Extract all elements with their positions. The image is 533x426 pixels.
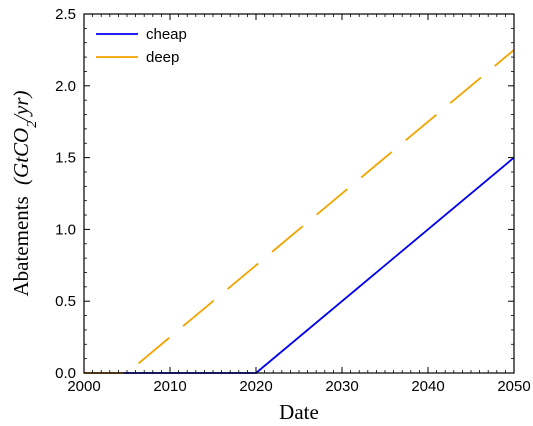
- y-axis-label: Abatements (GtCO2/yr): [9, 90, 40, 296]
- x-tick-label: 2010: [153, 378, 186, 395]
- x-tick-label: 2050: [497, 378, 530, 395]
- y-tick-label: 1.5: [55, 150, 76, 167]
- series-layer: [84, 49, 515, 374]
- y-tick-label: 2.0: [55, 78, 76, 95]
- y-axis-label-text: Abatements: [9, 196, 33, 296]
- legend-label-deep: deep: [146, 49, 179, 66]
- y-tick-label: 2.5: [55, 6, 76, 23]
- x-tick-label: 2040: [411, 378, 444, 395]
- plot-frame: [83, 13, 515, 374]
- ticks-layer: 2000 2010 2020 2030 2040 2050 0.0 0.5 1.0 1.5 2.0 2…: [55, 6, 531, 395]
- y-tick-label: 0.5: [55, 293, 76, 310]
- x-tick-label: 2020: [239, 378, 272, 395]
- y-axis-label-subscript: 2: [25, 121, 40, 128]
- x-axis-label: Date: [279, 400, 319, 424]
- legend: cheap deep: [96, 26, 187, 66]
- series-line-cheap: [84, 156, 515, 374]
- x-tick-label: 2000: [67, 378, 100, 395]
- legend-label-cheap: cheap: [146, 26, 187, 43]
- y-axis-label-unit-end: /yr): [9, 90, 33, 121]
- x-tick-label: 2030: [325, 378, 358, 395]
- y-tick-label: 1.0: [55, 221, 76, 238]
- y-tick-label: 0.0: [55, 365, 76, 382]
- y-axis-label-unit: (GtCO: [9, 128, 33, 185]
